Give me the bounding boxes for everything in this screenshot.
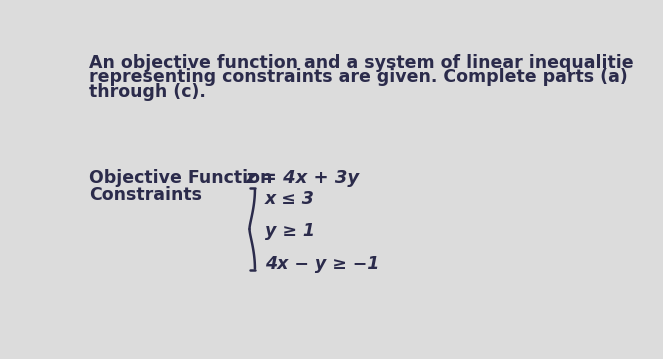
Text: Objective Function: Objective Function (89, 169, 272, 187)
Text: z = 4x + 3y: z = 4x + 3y (245, 169, 360, 187)
Text: x ≤ 3: x ≤ 3 (265, 190, 315, 208)
Text: y ≥ 1: y ≥ 1 (265, 223, 315, 241)
Text: representing constraints are given. Complete parts (a): representing constraints are given. Comp… (89, 69, 628, 87)
Text: Constraints: Constraints (89, 186, 202, 204)
Text: through (c).: through (c). (89, 83, 206, 101)
Text: An objective function and a system of linear inequalitie: An objective function and a system of li… (89, 54, 634, 72)
Text: 4x − y ≥ −1: 4x − y ≥ −1 (265, 255, 379, 273)
